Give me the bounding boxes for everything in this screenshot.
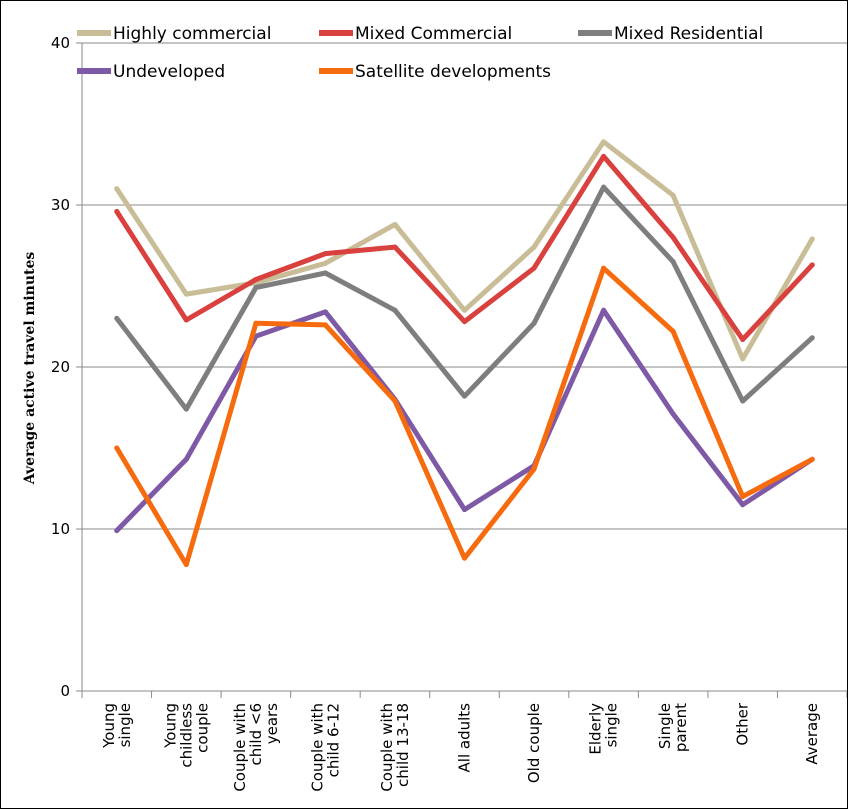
data-point xyxy=(114,186,120,192)
data-point xyxy=(183,406,189,412)
data-point xyxy=(531,244,537,250)
data-point xyxy=(670,192,676,198)
data-point xyxy=(253,320,259,326)
data-point xyxy=(183,456,189,462)
y-tick-label: 30 xyxy=(51,196,70,214)
data-point xyxy=(670,328,676,334)
x-tick-label: Average xyxy=(803,703,821,765)
data-point xyxy=(740,356,746,362)
data-point xyxy=(183,562,189,568)
data-point xyxy=(809,236,815,242)
x-tick-label: childless xyxy=(177,703,195,768)
data-point xyxy=(740,336,746,342)
data-point xyxy=(809,335,815,341)
data-point xyxy=(601,153,607,159)
x-tick-label: Young xyxy=(161,703,179,749)
legend: Highly commercial Mixed Commercial Mixed R… xyxy=(77,24,763,82)
data-point xyxy=(740,494,746,500)
x-tick-label: parent xyxy=(672,703,690,752)
data-point xyxy=(392,398,398,404)
y-tick-label: 10 xyxy=(51,520,70,538)
gridlines xyxy=(82,42,847,530)
data-point xyxy=(740,502,746,508)
x-tick-label: child 13-18 xyxy=(394,703,412,787)
data-point xyxy=(740,398,746,404)
x-tick-label: Couple with xyxy=(231,703,249,792)
data-point xyxy=(462,507,467,513)
x-tick-label: single xyxy=(116,703,134,747)
x-tick-label: couple xyxy=(193,703,211,753)
y-tick-label: 0 xyxy=(60,682,70,700)
legend-label: Mixed Residential xyxy=(614,24,763,44)
data-point xyxy=(253,277,259,283)
x-tick-label: Elderly xyxy=(587,703,605,755)
x-tick-label: Couple with xyxy=(378,703,396,792)
data-point xyxy=(601,139,607,145)
data-point xyxy=(114,528,120,534)
x-tick-label: Young xyxy=(100,703,118,749)
data-point xyxy=(183,291,189,297)
y-tick-label: 40 xyxy=(51,34,70,52)
data-point xyxy=(322,309,328,315)
data-point xyxy=(531,466,537,472)
data-point xyxy=(392,307,398,313)
x-tick-label: Single xyxy=(656,703,674,749)
legend-label: Highly commercial xyxy=(113,24,271,44)
data-point xyxy=(183,317,189,323)
x-tick-label: Other xyxy=(734,702,752,745)
data-point xyxy=(114,208,120,214)
legend-label: Undeveloped xyxy=(113,62,225,82)
x-tick-label: All adults xyxy=(456,703,474,773)
data-point xyxy=(462,555,467,561)
data-point xyxy=(809,262,815,268)
x-tick-label: Old couple xyxy=(525,703,543,783)
data-point xyxy=(670,259,676,265)
data-point xyxy=(322,251,328,257)
series-lines xyxy=(114,139,815,568)
data-point xyxy=(601,265,607,271)
x-tick-label: child <6 xyxy=(247,703,265,766)
x-tick-label: Couple with xyxy=(308,703,326,792)
data-point xyxy=(392,221,398,227)
data-point xyxy=(322,270,328,276)
data-point xyxy=(462,307,467,313)
data-point xyxy=(392,244,398,250)
x-tick-label: child 6-12 xyxy=(324,703,342,777)
data-point xyxy=(809,456,815,462)
x-tick-label: single xyxy=(603,703,621,747)
data-point xyxy=(462,319,467,325)
legend-label: Satellite developments xyxy=(355,62,551,82)
y-tick-label: 20 xyxy=(51,358,70,376)
data-point xyxy=(601,184,607,190)
data-point xyxy=(114,445,120,451)
data-point xyxy=(322,260,328,266)
data-point xyxy=(670,411,676,417)
data-point xyxy=(670,234,676,240)
data-point xyxy=(531,320,537,326)
legend-label: Mixed Commercial xyxy=(355,24,512,44)
data-point xyxy=(253,285,259,291)
data-point xyxy=(322,322,328,328)
data-point xyxy=(114,315,120,321)
data-point xyxy=(462,393,467,399)
y-axis-label: Average active travel minutes xyxy=(22,252,38,486)
x-tick-label: years xyxy=(263,703,281,744)
data-point xyxy=(601,307,607,313)
data-point xyxy=(531,265,537,271)
